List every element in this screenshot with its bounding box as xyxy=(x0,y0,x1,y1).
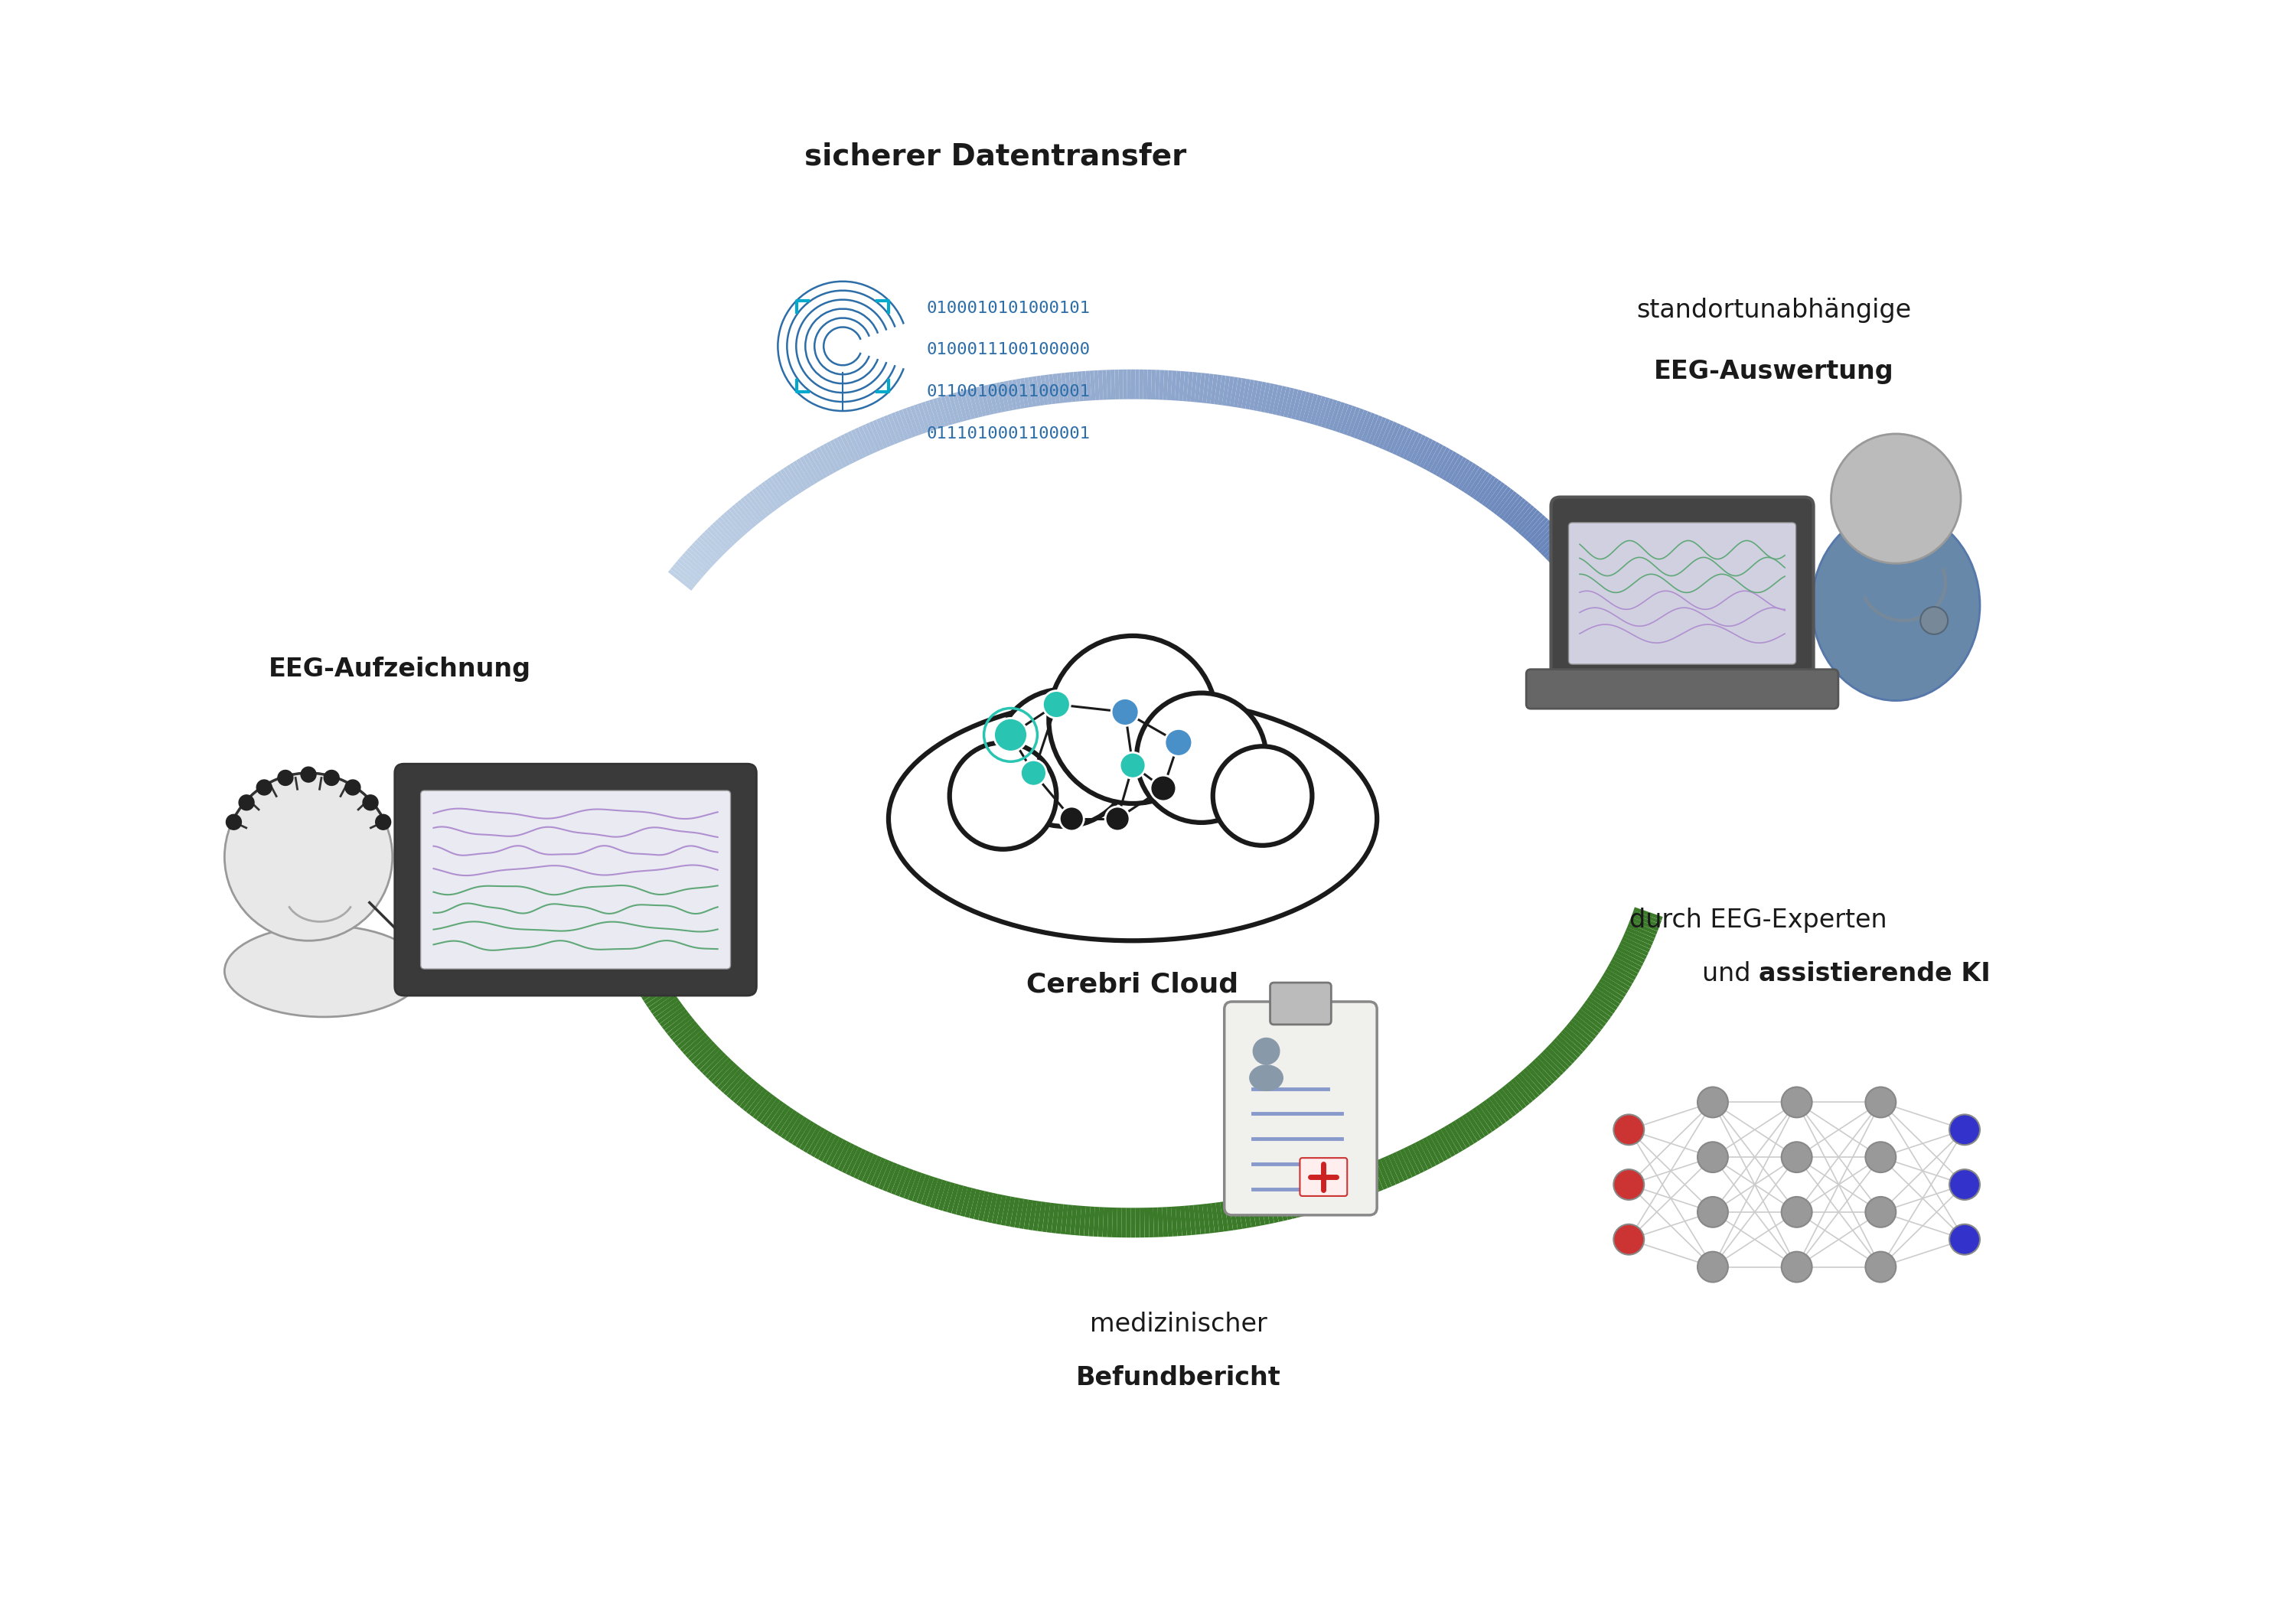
Text: 0111010001100001: 0111010001100001 xyxy=(928,426,1091,442)
Circle shape xyxy=(1697,1252,1729,1282)
FancyBboxPatch shape xyxy=(395,763,755,996)
Ellipse shape xyxy=(889,697,1378,940)
Circle shape xyxy=(225,773,393,940)
Circle shape xyxy=(1104,807,1130,831)
Circle shape xyxy=(1782,1197,1812,1228)
Circle shape xyxy=(1111,699,1139,726)
Ellipse shape xyxy=(1249,1064,1283,1091)
FancyBboxPatch shape xyxy=(1527,670,1839,709)
Circle shape xyxy=(1614,1115,1644,1144)
Circle shape xyxy=(1049,636,1217,804)
Circle shape xyxy=(1150,775,1176,802)
Text: medizinischer: medizinischer xyxy=(1091,1311,1267,1337)
Circle shape xyxy=(1212,746,1311,845)
Circle shape xyxy=(324,770,340,786)
Circle shape xyxy=(1614,1170,1644,1200)
Text: 0100011100100000: 0100011100100000 xyxy=(928,342,1091,358)
Circle shape xyxy=(1058,807,1084,831)
Text: Befundbericht: Befundbericht xyxy=(1077,1364,1281,1390)
Text: assistierende KI: assistierende KI xyxy=(1759,961,1991,987)
Circle shape xyxy=(1864,1086,1896,1117)
Circle shape xyxy=(377,815,390,829)
Circle shape xyxy=(1864,1197,1896,1228)
FancyBboxPatch shape xyxy=(1300,1159,1348,1196)
Text: 0100010101000101: 0100010101000101 xyxy=(928,301,1091,315)
Circle shape xyxy=(239,795,255,810)
Circle shape xyxy=(1864,1143,1896,1173)
FancyBboxPatch shape xyxy=(1552,497,1814,683)
Text: Cerebri Cloud: Cerebri Cloud xyxy=(1026,971,1240,998)
Circle shape xyxy=(278,770,294,786)
Text: sicherer Datentransfer: sicherer Datentransfer xyxy=(804,141,1187,170)
Circle shape xyxy=(1042,691,1070,718)
Circle shape xyxy=(301,767,317,783)
Circle shape xyxy=(1782,1086,1812,1117)
Circle shape xyxy=(996,689,1132,826)
Circle shape xyxy=(1782,1252,1812,1282)
Ellipse shape xyxy=(1812,509,1979,701)
Text: EEG-Auswertung: EEG-Auswertung xyxy=(1653,358,1894,384)
Circle shape xyxy=(1137,693,1267,823)
FancyBboxPatch shape xyxy=(1270,982,1332,1025)
Circle shape xyxy=(363,795,379,810)
Circle shape xyxy=(1697,1143,1729,1173)
FancyBboxPatch shape xyxy=(420,791,730,969)
Circle shape xyxy=(1254,1038,1281,1065)
Circle shape xyxy=(951,742,1056,848)
Circle shape xyxy=(1864,1252,1896,1282)
Circle shape xyxy=(344,779,360,795)
Circle shape xyxy=(1164,730,1192,757)
Circle shape xyxy=(1832,434,1961,564)
Circle shape xyxy=(994,718,1026,752)
Circle shape xyxy=(1019,760,1047,786)
FancyBboxPatch shape xyxy=(1568,522,1795,664)
Text: standortunabhängige: standortunabhängige xyxy=(1637,297,1910,323)
Circle shape xyxy=(1782,1143,1812,1173)
Circle shape xyxy=(1949,1225,1979,1255)
Circle shape xyxy=(257,779,271,795)
Circle shape xyxy=(1120,752,1146,778)
Circle shape xyxy=(1949,1115,1979,1144)
FancyBboxPatch shape xyxy=(1224,1001,1378,1215)
Circle shape xyxy=(1697,1197,1729,1228)
Text: 0110010001100001: 0110010001100001 xyxy=(928,384,1091,400)
Circle shape xyxy=(1949,1170,1979,1200)
Circle shape xyxy=(1614,1225,1644,1255)
Text: durch EEG-Experten: durch EEG-Experten xyxy=(1630,908,1887,934)
Circle shape xyxy=(225,815,241,829)
Ellipse shape xyxy=(225,926,422,1017)
FancyBboxPatch shape xyxy=(282,903,335,951)
Circle shape xyxy=(1697,1086,1729,1117)
Circle shape xyxy=(1919,607,1947,635)
Text: EEG-Aufzeichnung: EEG-Aufzeichnung xyxy=(269,656,530,681)
Text: und: und xyxy=(1701,961,1759,987)
